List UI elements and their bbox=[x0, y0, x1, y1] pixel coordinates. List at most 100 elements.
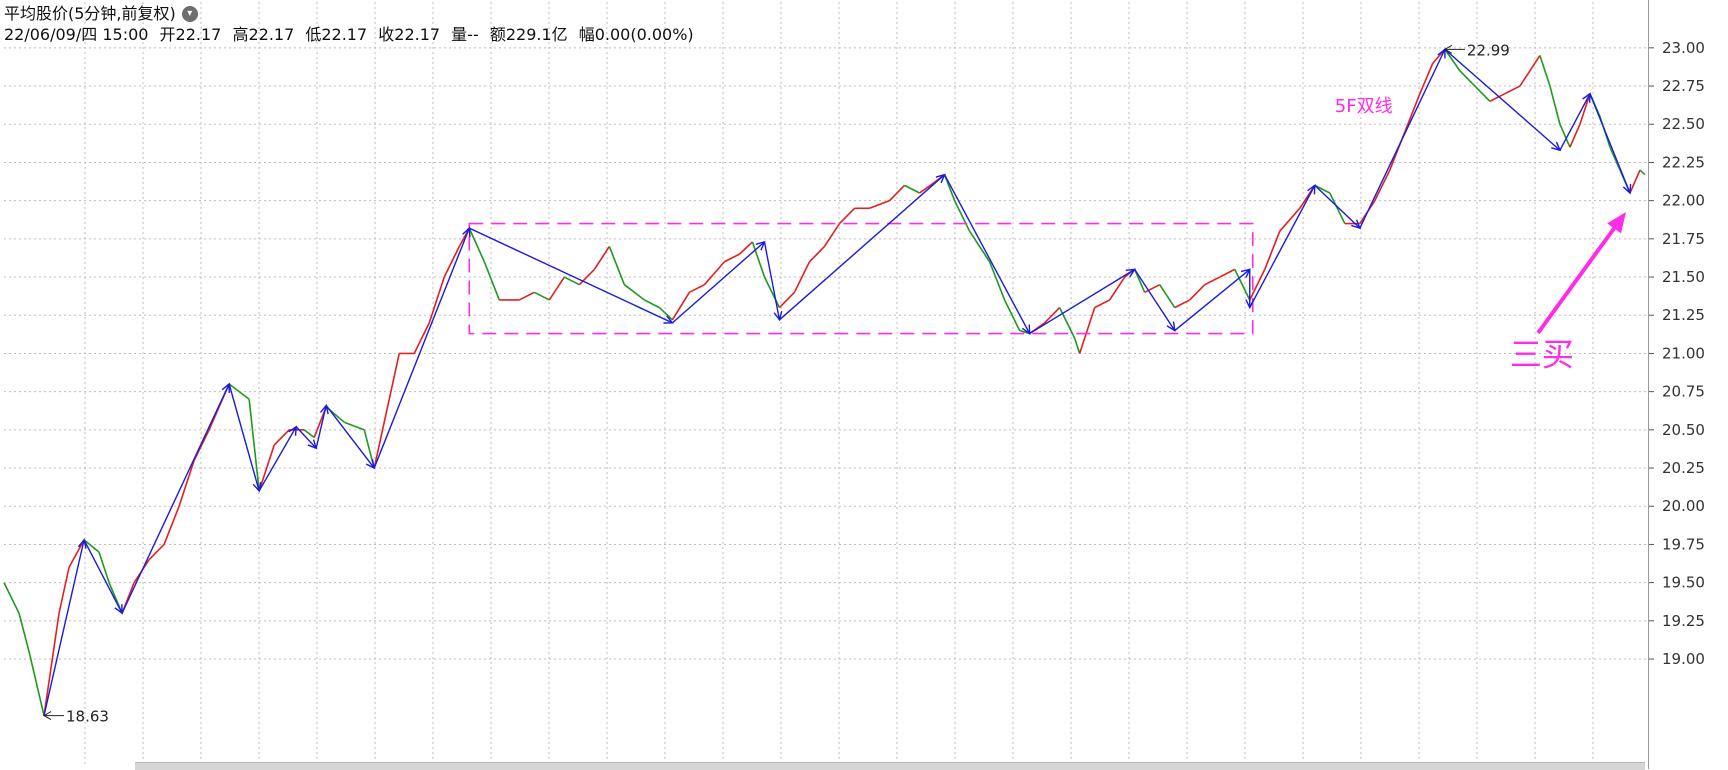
stroke-arrowhead bbox=[1166, 321, 1176, 332]
price-segment bbox=[303, 429, 315, 439]
price-segment bbox=[533, 291, 550, 301]
marker-arrow bbox=[43, 711, 52, 721]
price-segment bbox=[823, 223, 841, 247]
price-segment bbox=[1329, 192, 1346, 224]
y-tick-label: 21.50 bbox=[1662, 268, 1705, 286]
y-tick-label: 19.75 bbox=[1662, 535, 1705, 553]
chevron-down-icon[interactable]: ▾ bbox=[181, 6, 198, 22]
price-segment bbox=[1609, 146, 1621, 171]
price-segment bbox=[443, 246, 460, 278]
y-tick-label: 19.50 bbox=[1662, 574, 1705, 592]
y-tick-label: 21.25 bbox=[1662, 306, 1705, 324]
price-segment bbox=[1529, 55, 1541, 72]
price-segment bbox=[178, 460, 195, 507]
price-segment bbox=[904, 184, 920, 194]
annotation-arrow-shaft bbox=[1536, 221, 1620, 335]
stroke-segment bbox=[763, 241, 781, 320]
price-markers: 18.63 22.99 bbox=[43, 41, 1510, 726]
price-segment bbox=[343, 421, 365, 431]
stroke-segment bbox=[258, 426, 297, 492]
price-segment bbox=[548, 276, 566, 301]
price-segment bbox=[751, 241, 766, 278]
price-segment bbox=[778, 291, 796, 309]
price-segment bbox=[273, 429, 290, 446]
info-change: 幅0.00(0.00%) bbox=[578, 25, 694, 44]
stroke-segment bbox=[1359, 49, 1446, 229]
y-tick-label: 20.25 bbox=[1662, 459, 1705, 477]
price-segment bbox=[608, 246, 626, 285]
price-segment bbox=[163, 505, 180, 545]
price-segment bbox=[3, 582, 20, 614]
price-segment bbox=[248, 399, 260, 492]
price-segment bbox=[1078, 307, 1096, 354]
price-segment bbox=[228, 383, 250, 400]
stroke-segment bbox=[83, 539, 123, 614]
stroke-segment bbox=[943, 174, 1031, 334]
price-segment bbox=[1109, 276, 1126, 301]
price-segment bbox=[1234, 269, 1251, 301]
price-segment bbox=[1314, 184, 1331, 194]
price-segment bbox=[1144, 283, 1161, 294]
price-segment bbox=[793, 261, 811, 293]
price-segment bbox=[1539, 55, 1551, 87]
stroke-segment bbox=[779, 174, 946, 321]
price-segment bbox=[18, 612, 30, 652]
price-segment bbox=[1174, 299, 1191, 309]
price-segment bbox=[1044, 307, 1061, 324]
price-segment bbox=[193, 429, 210, 461]
annotation-5f-label: 5F双线 bbox=[1335, 96, 1393, 117]
price-segment bbox=[671, 291, 691, 321]
price-segment bbox=[388, 353, 401, 400]
stroke-segment bbox=[1559, 93, 1591, 151]
annotation-arrow-head bbox=[1607, 212, 1626, 234]
price-segment bbox=[258, 444, 275, 492]
stroke-segment bbox=[1134, 269, 1176, 331]
info-amount: 额229.1亿 bbox=[489, 25, 568, 44]
price-segment bbox=[1094, 299, 1111, 309]
price-segment bbox=[98, 551, 110, 583]
price-line bbox=[3, 48, 1646, 716]
horizontal-scrollbar[interactable] bbox=[135, 762, 1645, 770]
price-segment bbox=[1549, 85, 1561, 125]
y-tick-label: 20.00 bbox=[1662, 497, 1705, 515]
price-segment bbox=[869, 199, 890, 210]
price-segment bbox=[1474, 85, 1491, 102]
price-segment bbox=[593, 246, 611, 270]
info-high: 高22.17 bbox=[232, 25, 295, 44]
price-segment bbox=[658, 307, 673, 321]
stroke-segment bbox=[1589, 93, 1631, 194]
stroke-segment bbox=[1029, 268, 1136, 335]
price-segment bbox=[1279, 207, 1301, 232]
stroke-segment bbox=[315, 405, 327, 449]
price-segment bbox=[1579, 93, 1591, 125]
price-segment bbox=[888, 184, 906, 202]
y-tick-label: 22.00 bbox=[1662, 192, 1705, 210]
price-segment bbox=[68, 539, 85, 568]
price-segment bbox=[1489, 92, 1506, 103]
chart-header: 平均股价(5分钟,前复权) ▾ 22/06/09/四 15:00 开22.17 … bbox=[4, 4, 1644, 48]
y-tick-label: 22.25 bbox=[1662, 153, 1705, 171]
price-segment bbox=[689, 283, 705, 294]
chart-title: 平均股价(5分钟,前复权) bbox=[4, 4, 176, 23]
price-segment bbox=[738, 241, 754, 255]
price-segment bbox=[1569, 123, 1581, 148]
price-segment bbox=[988, 261, 1006, 301]
price-segment bbox=[563, 276, 580, 286]
price-segment bbox=[578, 268, 595, 286]
price-segment bbox=[428, 276, 446, 324]
price-segment bbox=[483, 261, 501, 301]
y-axis-ticks: 19.00 19.25 19.50 19.75 20.00 20.25 20.50 20.75… bbox=[1648, 39, 1705, 668]
y-tick-label: 19.00 bbox=[1662, 650, 1705, 668]
price-segment bbox=[1219, 268, 1236, 278]
stroke-arrowhead bbox=[1622, 183, 1632, 195]
price-segment bbox=[1559, 123, 1571, 148]
info-date: 22/06/09/四 15:00 bbox=[4, 25, 149, 44]
y-tick-label: 20.50 bbox=[1662, 421, 1705, 439]
price-segment bbox=[1629, 169, 1641, 194]
price-segment bbox=[83, 539, 100, 553]
price-segment bbox=[1639, 169, 1646, 176]
price-segment bbox=[148, 543, 165, 561]
ohlc-info-row: 22/06/09/四 15:00 开22.17 高22.17 低22.17 收2… bbox=[4, 25, 1644, 45]
